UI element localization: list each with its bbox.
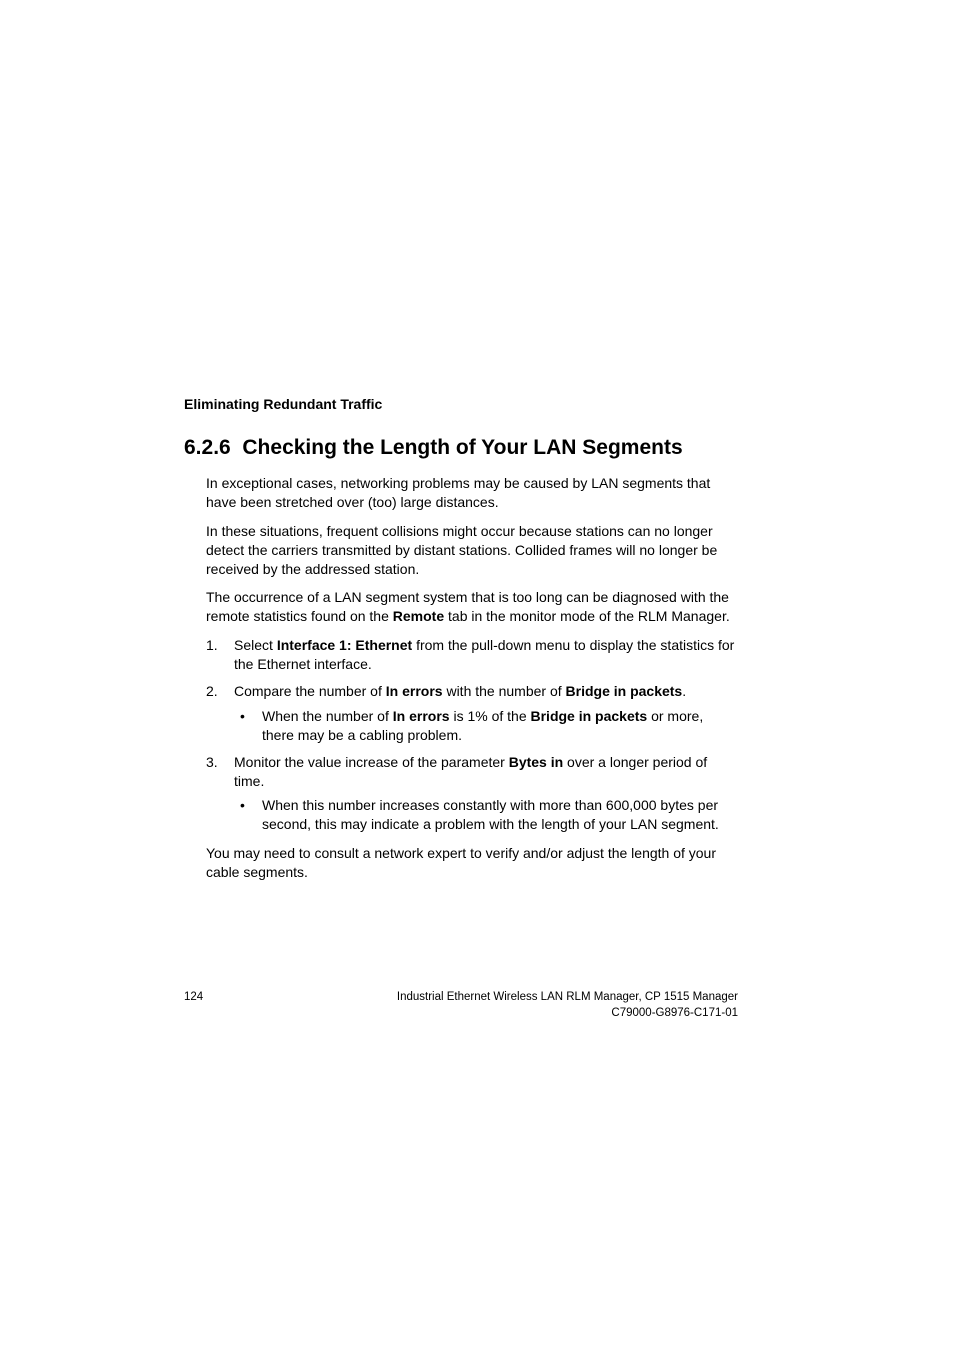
list-item: When the number of In errors is 1% of th… bbox=[234, 707, 738, 745]
bullet-list: When this number increases constantly wi… bbox=[234, 796, 738, 834]
footer-right-block: Industrial Ethernet Wireless LAN RLM Man… bbox=[397, 990, 738, 1021]
page-footer: 124 Industrial Ethernet Wireless LAN RLM… bbox=[184, 990, 738, 1021]
list-item: Monitor the value increase of the parame… bbox=[206, 753, 738, 835]
list-item: Select Interface 1: Ethernet from the pu… bbox=[206, 636, 738, 674]
bold-term: Bridge in packets bbox=[566, 683, 683, 699]
text-run: with the number of bbox=[443, 683, 566, 699]
paragraph: In exceptional cases, networking problem… bbox=[206, 474, 738, 512]
bold-term: Bytes in bbox=[509, 754, 563, 770]
text-run: Compare the number of bbox=[234, 683, 386, 699]
footer-line2: C79000-G8976-C171-01 bbox=[397, 1006, 738, 1022]
text-run: . bbox=[682, 683, 686, 699]
bold-term: Bridge in packets bbox=[531, 708, 648, 724]
text-run: is 1% of the bbox=[450, 708, 531, 724]
page-number: 124 bbox=[184, 990, 203, 1006]
text-run: Select bbox=[234, 637, 277, 653]
text-run: tab in the monitor mode of the RLM Manag… bbox=[444, 608, 730, 624]
body-block: In exceptional cases, networking problem… bbox=[206, 474, 738, 882]
list-item: When this number increases constantly wi… bbox=[234, 796, 738, 834]
running-head: Eliminating Redundant Traffic bbox=[184, 396, 738, 412]
bullet-list: When the number of In errors is 1% of th… bbox=[234, 707, 738, 745]
list-item: Compare the number of In errors with the… bbox=[206, 682, 738, 745]
bold-term: Remote bbox=[393, 608, 444, 624]
section-title-text: Checking the Length of Your LAN Segments bbox=[242, 436, 682, 459]
text-run: When the number of bbox=[262, 708, 393, 724]
page-content: Eliminating Redundant Traffic 6.2.6 Chec… bbox=[184, 396, 738, 892]
bold-term: Interface 1: Ethernet bbox=[277, 637, 412, 653]
section-number: 6.2.6 bbox=[184, 436, 231, 459]
footer-line1: Industrial Ethernet Wireless LAN RLM Man… bbox=[397, 990, 738, 1006]
bold-term: In errors bbox=[386, 683, 443, 699]
bold-term: In errors bbox=[393, 708, 450, 724]
section-heading: 6.2.6 Checking the Length of Your LAN Se… bbox=[184, 436, 738, 460]
numbered-list: Select Interface 1: Ethernet from the pu… bbox=[206, 636, 738, 834]
paragraph: You may need to consult a network expert… bbox=[206, 844, 738, 882]
paragraph: The occurrence of a LAN segment system t… bbox=[206, 588, 738, 626]
text-run: Monitor the value increase of the parame… bbox=[234, 754, 509, 770]
paragraph: In these situations, frequent collisions… bbox=[206, 522, 738, 579]
